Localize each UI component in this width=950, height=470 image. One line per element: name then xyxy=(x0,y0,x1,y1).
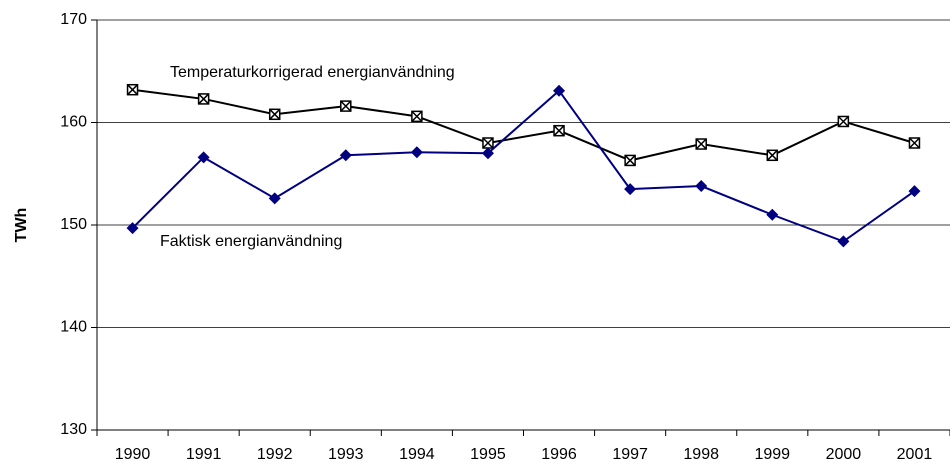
x-tick-label: 1997 xyxy=(612,446,648,463)
x-tick-label: 1994 xyxy=(399,446,435,463)
x-tick-label: 2000 xyxy=(826,446,862,463)
series-line xyxy=(132,88,915,162)
marker xyxy=(695,138,707,150)
x-tick-label: 1991 xyxy=(186,446,222,463)
marker xyxy=(339,149,352,162)
series-line xyxy=(131,89,916,243)
y-tick-label: 130 xyxy=(60,421,87,438)
x-tick-label: 1992 xyxy=(257,446,293,463)
marker xyxy=(410,146,423,159)
marker xyxy=(553,124,565,137)
marker xyxy=(481,147,494,160)
x-tick-label: 1999 xyxy=(754,446,790,463)
y-tick-label: 160 xyxy=(60,114,87,131)
marker xyxy=(837,115,850,128)
y-tick-label: 140 xyxy=(60,319,87,336)
x-tick-label: 2001 xyxy=(897,446,933,463)
y-axis-label: TWh xyxy=(13,208,30,243)
marker xyxy=(126,222,139,235)
marker xyxy=(908,137,921,149)
marker xyxy=(268,192,281,205)
marker xyxy=(411,110,423,123)
marker xyxy=(624,183,637,196)
marker xyxy=(126,83,139,96)
marker xyxy=(908,185,921,198)
marker xyxy=(482,137,494,149)
x-tick-label: 1996 xyxy=(541,446,577,463)
marker xyxy=(197,151,210,164)
series-label: Faktisk energianvändning xyxy=(160,233,342,250)
x-tick-label: 1995 xyxy=(470,446,506,463)
x-tick-label: 1993 xyxy=(328,446,364,463)
marker xyxy=(766,149,779,162)
y-tick-label: 170 xyxy=(60,11,87,28)
x-tick-label: 1998 xyxy=(683,446,719,463)
y-tick-label: 150 xyxy=(60,216,87,233)
marker xyxy=(197,93,210,105)
marker xyxy=(624,154,636,167)
series-label: Temperaturkorrigerad energianvändning xyxy=(170,64,455,81)
x-tick-label: 1990 xyxy=(115,446,151,463)
marker xyxy=(766,208,779,221)
marker xyxy=(340,100,352,112)
marker xyxy=(695,180,708,193)
marker xyxy=(837,235,850,248)
marker xyxy=(553,84,566,97)
marker xyxy=(268,108,281,121)
